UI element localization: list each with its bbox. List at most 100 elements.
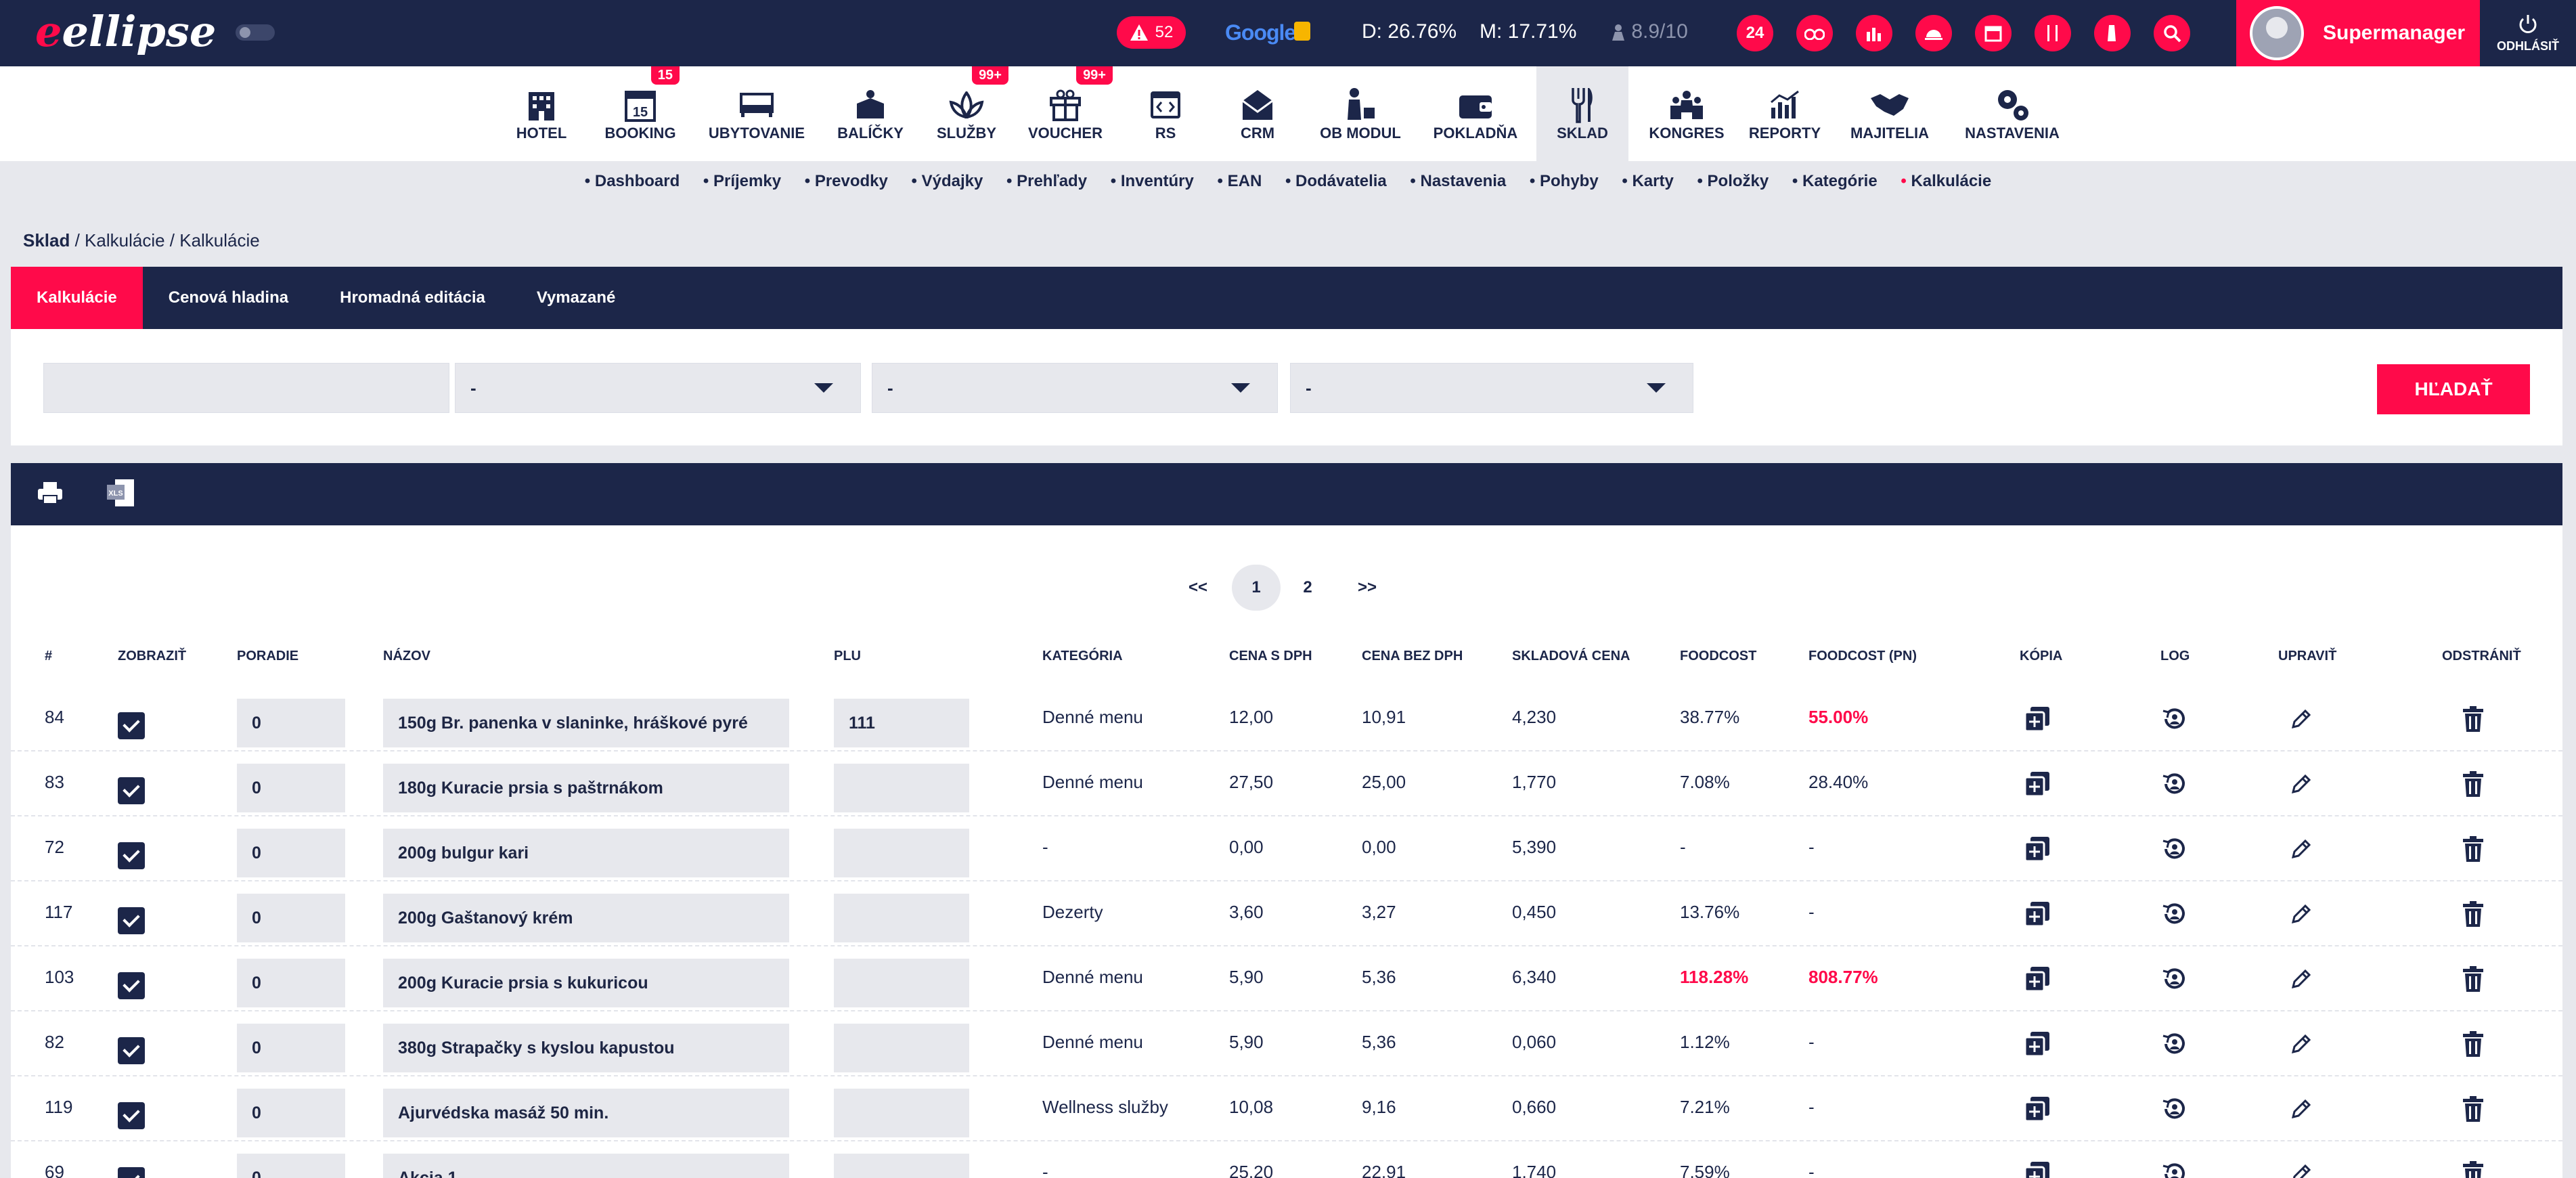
edit-icon[interactable] xyxy=(2286,834,2316,864)
pager-next[interactable]: >> xyxy=(1357,578,1377,596)
subnav-kalkulacie[interactable]: • Kalkulácie xyxy=(1901,172,1992,190)
nav-nastavenia[interactable]: NASTAVENIA xyxy=(1961,66,2063,161)
copy-icon[interactable] xyxy=(2022,769,2052,799)
nav-reporty[interactable]: REPORTY xyxy=(1748,66,1822,161)
log-icon[interactable] xyxy=(2159,1159,2189,1178)
subnav-pohyby[interactable]: • Pohyby xyxy=(1529,172,1599,190)
nav-pokladna[interactable]: POKLADŇA xyxy=(1428,66,1523,161)
calendar-15-icon[interactable] xyxy=(1975,15,2012,51)
delete-icon[interactable] xyxy=(2458,834,2488,864)
logo[interactable]: eellipse xyxy=(35,7,216,56)
nav-sluzby[interactable]: 99+ SLUŽBY xyxy=(931,66,1008,161)
nav-balicky[interactable]: BALÍČKY xyxy=(828,66,912,161)
nav-ubytovanie[interactable]: UBYTOVANIE xyxy=(704,66,809,161)
name-input[interactable]: 380g Strapačky s kyslou kapustou xyxy=(383,1024,789,1072)
filter-select-3[interactable]: - xyxy=(1290,363,1693,413)
tab-vymazane[interactable]: Vymazané xyxy=(536,288,616,307)
binoculars-icon[interactable] xyxy=(1796,15,1833,51)
nav-voucher[interactable]: 99+ VOUCHER xyxy=(1027,66,1113,161)
nav-sklad[interactable]: SKLAD xyxy=(1536,66,1628,161)
search-button[interactable]: HĽADAŤ xyxy=(2377,364,2530,414)
name-input[interactable]: Ajurvédska masáž 50 min. xyxy=(383,1089,789,1137)
plu-input[interactable] xyxy=(834,764,969,812)
nav-kongres[interactable]: KONGRES xyxy=(1645,66,1729,161)
order-input[interactable]: 0 xyxy=(237,894,345,942)
delete-icon[interactable] xyxy=(2458,1029,2488,1059)
theme-toggle[interactable] xyxy=(236,24,275,41)
edit-icon[interactable] xyxy=(2286,1159,2316,1178)
delete-icon[interactable] xyxy=(2458,704,2488,734)
nav-rs[interactable]: RS xyxy=(1130,66,1201,161)
google-rating[interactable]: Google xyxy=(1225,20,1296,45)
delete-icon[interactable] xyxy=(2458,964,2488,994)
order-input[interactable]: 0 xyxy=(237,829,345,877)
pager-page-2[interactable]: 2 xyxy=(1303,578,1312,596)
subnav-prijemky[interactable]: • Príjemky xyxy=(703,172,782,190)
copy-icon[interactable] xyxy=(2022,899,2052,929)
plu-input[interactable]: 111 xyxy=(834,699,969,747)
tab-kalkulacie[interactable]: Kalkulácie xyxy=(11,267,143,329)
name-input[interactable]: 200g Gaštanový krém xyxy=(383,894,789,942)
tab-hromadna-editacia[interactable]: Hromadná editácia xyxy=(340,288,485,307)
show-checkbox[interactable] xyxy=(118,972,145,999)
subnav-prehlady[interactable]: • Prehľady xyxy=(1006,172,1088,190)
plu-input[interactable] xyxy=(834,829,969,877)
subnav-dashboard[interactable]: • Dashboard xyxy=(584,172,680,190)
copy-icon[interactable] xyxy=(2022,1159,2052,1178)
copy-icon[interactable] xyxy=(2022,964,2052,994)
order-input[interactable]: 0 xyxy=(237,1089,345,1137)
log-icon[interactable] xyxy=(2159,704,2189,734)
log-icon[interactable] xyxy=(2159,899,2189,929)
breadcrumb-root[interactable]: Sklad xyxy=(23,230,70,250)
print-icon[interactable] xyxy=(37,479,64,510)
subnav-ean[interactable]: • EAN xyxy=(1217,172,1262,190)
pager-prev[interactable]: << xyxy=(1188,578,1208,596)
show-checkbox[interactable] xyxy=(118,1037,145,1064)
copy-icon[interactable] xyxy=(2022,1094,2052,1124)
show-checkbox[interactable] xyxy=(118,842,145,869)
log-icon[interactable] xyxy=(2159,834,2189,864)
subnav-kategorie[interactable]: • Kategórie xyxy=(1792,172,1878,190)
subnav-prevodky[interactable]: • Prevodky xyxy=(804,172,888,190)
subnav-dodavatelia[interactable]: • Dodávatelia xyxy=(1285,172,1387,190)
edit-icon[interactable] xyxy=(2286,1094,2316,1124)
delete-icon[interactable] xyxy=(2458,1094,2488,1124)
delete-icon[interactable] xyxy=(2458,899,2488,929)
order-input[interactable]: 0 xyxy=(237,1024,345,1072)
logout-button[interactable]: ODHLÁSIŤ xyxy=(2480,0,2576,66)
show-checkbox[interactable] xyxy=(118,1102,145,1129)
service-24-icon[interactable]: 24 xyxy=(1737,15,1773,51)
filter-select-1[interactable]: - xyxy=(455,363,861,413)
log-icon[interactable] xyxy=(2159,769,2189,799)
log-icon[interactable] xyxy=(2159,1029,2189,1059)
name-input[interactable]: Akcia 1 xyxy=(383,1154,789,1178)
cleaning-icon[interactable] xyxy=(2094,15,2131,51)
log-icon[interactable] xyxy=(2159,1094,2189,1124)
filter-select-2[interactable]: - xyxy=(872,363,1278,413)
xls-export-icon[interactable]: XLS xyxy=(106,478,135,511)
log-icon[interactable] xyxy=(2159,964,2189,994)
pager-page-1[interactable]: 1 xyxy=(1232,565,1281,611)
order-input[interactable]: 0 xyxy=(237,764,345,812)
subnav-nastavenia[interactable]: • Nastavenia xyxy=(1410,172,1507,190)
show-checkbox[interactable] xyxy=(118,712,145,739)
tab-cenova-hladina[interactable]: Cenová hladina xyxy=(168,288,289,307)
copy-icon[interactable] xyxy=(2022,704,2052,734)
delete-icon[interactable] xyxy=(2458,1159,2488,1178)
copy-icon[interactable] xyxy=(2022,1029,2052,1059)
subnav-karty[interactable]: • Karty xyxy=(1622,172,1674,190)
edit-icon[interactable] xyxy=(2286,769,2316,799)
nav-ob-modul[interactable]: OB MODUL xyxy=(1313,66,1408,161)
bar-chart-icon[interactable] xyxy=(1856,15,1892,51)
name-input[interactable]: 200g bulgur kari xyxy=(383,829,789,877)
delete-icon[interactable] xyxy=(2458,769,2488,799)
search-input[interactable] xyxy=(43,363,449,413)
plu-input[interactable] xyxy=(834,1089,969,1137)
show-checkbox[interactable] xyxy=(118,777,145,804)
nav-majitelia[interactable]: MAJITELIA xyxy=(1846,66,1933,161)
user-menu[interactable]: Supermanager xyxy=(2236,0,2480,66)
order-input[interactable]: 0 xyxy=(237,1154,345,1178)
subnav-inventury[interactable]: • Inventúry xyxy=(1110,172,1194,190)
plu-input[interactable] xyxy=(834,894,969,942)
copy-icon[interactable] xyxy=(2022,834,2052,864)
